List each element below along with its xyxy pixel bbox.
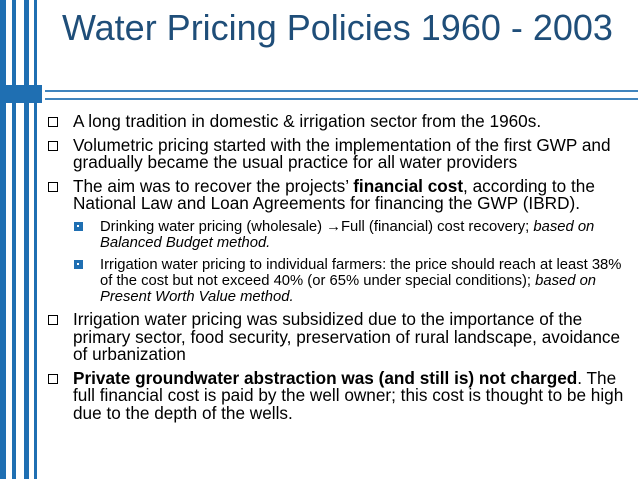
bullet-4: Irrigation water pricing was subsidized … — [44, 308, 634, 365]
accent-block — [0, 85, 42, 103]
bullet-3-text-start: The aim was to recover the projects’ — [73, 175, 354, 196]
sub-bullet-2: Irrigation water pricing to individual f… — [70, 257, 634, 305]
accent-bar-inner — [34, 0, 37, 479]
accent-bar-left — [0, 0, 6, 479]
sub-bullet-1-method: based on Balanced Budget method. — [100, 218, 595, 251]
slide-title: Water Pricing Policies 1960 - 2003 — [62, 7, 613, 48]
bullet-3: The aim was to recover the projects’ fin… — [44, 175, 634, 214]
title-rule-top — [45, 90, 638, 92]
bullet-1-text: A long tradition in domestic & irrigatio… — [73, 111, 542, 131]
bullet-2: Volumetric pricing started with the impl… — [44, 134, 634, 173]
accent-bar-mid — [12, 0, 16, 479]
sub-bullet-1: Drinking water pricing (wholesale) →Full… — [70, 219, 634, 251]
checkbox-bullet-icon — [48, 117, 58, 127]
bullet-list: A long tradition in domestic & irrigatio… — [44, 111, 634, 429]
sub-bullet-1-text-end: Full (financial) cost recovery; — [340, 218, 530, 235]
sub-bullet-2-method: based on Present Worth Value method. — [100, 272, 597, 305]
bullet-5-text: . The full financial cost is paid by the… — [73, 367, 624, 423]
bullet-2-text: Volumetric pricing started with the impl… — [73, 134, 611, 173]
title-rule-bottom — [45, 98, 638, 100]
square-bullet-icon — [74, 259, 83, 269]
checkbox-bullet-icon — [48, 181, 58, 192]
bullet-3-emphasis: financial cost — [353, 175, 464, 196]
checkbox-bullet-icon — [48, 140, 58, 151]
sub-bullet-1-text: Drinking water pricing (wholesale) — [100, 218, 327, 235]
accent-bar-right — [24, 0, 29, 479]
bullet-3-text-end: , according to the National Law and Loan… — [73, 175, 595, 214]
arrow-right-icon: → — [326, 218, 341, 235]
bullet-1: A long tradition in domestic & irrigatio… — [44, 111, 634, 131]
checkbox-bullet-icon — [48, 314, 58, 325]
bullet-5-emphasis: Private groundwater abstraction was (and… — [73, 367, 578, 388]
sub-bullet-2-text: Irrigation water pricing to individual f… — [100, 256, 622, 289]
bullet-5: Private groundwater abstraction was (and… — [44, 367, 634, 423]
bullet-4-text: Irrigation water pricing was subsidized … — [73, 308, 621, 365]
square-bullet-icon — [74, 221, 83, 231]
checkbox-bullet-icon — [48, 373, 58, 384]
